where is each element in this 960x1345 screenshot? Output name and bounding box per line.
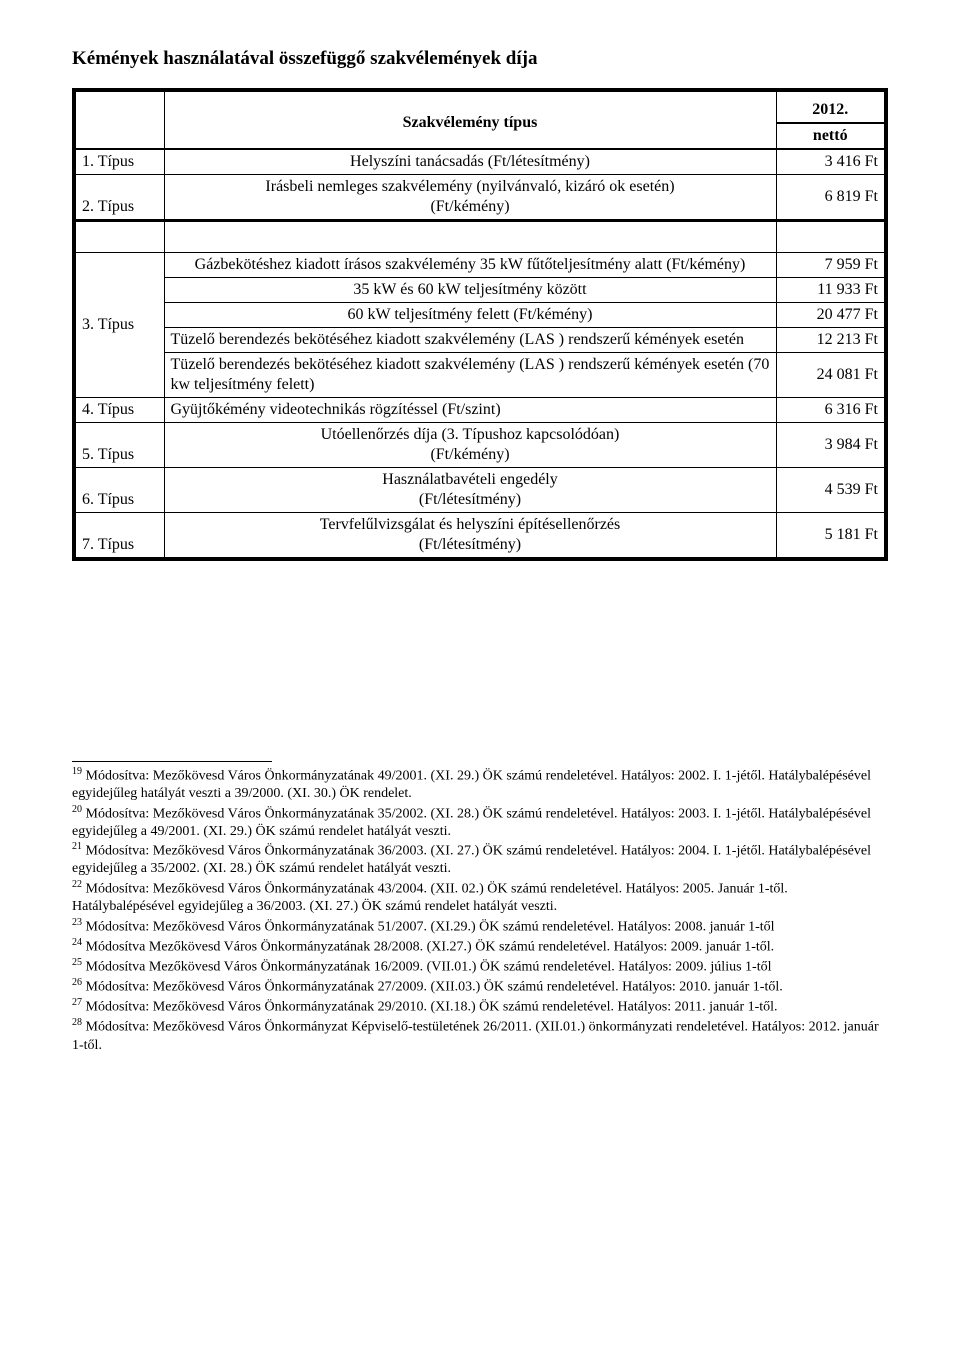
header-netto: nettó xyxy=(776,123,886,149)
footnote-number: 24 xyxy=(72,937,82,948)
row-desc: 35 kW és 60 kW teljesítmény között xyxy=(164,278,776,303)
footnote: 24 Módosítva Mezőkövesd Város Önkormányz… xyxy=(72,937,888,956)
row-value: 3 984 Ft xyxy=(776,423,886,468)
row-type: 1. Típus xyxy=(74,149,164,175)
row-type: 2. Típus xyxy=(74,175,164,221)
row-value: 4 539 Ft xyxy=(776,468,886,513)
table-row: 60 kW teljesítmény felett (Ft/kémény) 20… xyxy=(74,303,886,328)
footnote-number: 21 xyxy=(72,841,82,852)
row-value: 24 081 Ft xyxy=(776,353,886,398)
row-desc: Tüzelő berendezés bekötéséhez kiadott sz… xyxy=(164,353,776,398)
footnote-number: 19 xyxy=(72,766,82,777)
row-desc: Használatbavételi engedély (Ft/létesítmé… xyxy=(164,468,776,513)
table-row: 5. Típus Utóellenőrzés díja (3. Típushoz… xyxy=(74,423,886,468)
header-type: Szakvélemény típus xyxy=(164,90,776,149)
row-desc: Tervfelűlvizsgálat és helyszíni építésel… xyxy=(164,513,776,560)
row-value: 12 213 Ft xyxy=(776,328,886,353)
row-value: 20 477 Ft xyxy=(776,303,886,328)
row-type: 6. Típus xyxy=(74,468,164,513)
row-desc: Gázbekötéshez kiadott írásos szakvélemén… xyxy=(164,253,776,278)
table-row: Tüzelő berendezés bekötéséhez kiadott sz… xyxy=(74,353,886,398)
row-desc: Irásbeli nemleges szakvélemény (nyilvánv… xyxy=(164,175,776,221)
page-title: Kémények használatával összefüggő szakvé… xyxy=(72,48,888,70)
footnote: 26 Módosítva: Mezőkövesd Város Önkormány… xyxy=(72,977,888,996)
table-row: 3. Típus Gázbekötéshez kiadott írásos sz… xyxy=(74,253,886,278)
row-value: 6 316 Ft xyxy=(776,398,886,423)
table-row: Tüzelő berendezés bekötéséhez kiadott sz… xyxy=(74,328,886,353)
footnote-number: 26 xyxy=(72,977,82,988)
footnote: 19 Módosítva: Mezőkövesd Város Önkormány… xyxy=(72,766,888,803)
table-gap xyxy=(74,221,886,253)
row-value: 5 181 Ft xyxy=(776,513,886,560)
header-year: 2012. xyxy=(776,90,886,123)
row-desc: 60 kW teljesítmény felett (Ft/kémény) xyxy=(164,303,776,328)
row-value: 7 959 Ft xyxy=(776,253,886,278)
row-type: 5. Típus xyxy=(74,423,164,468)
row-desc: Helyszíni tanácsadás (Ft/létesítmény) xyxy=(164,149,776,175)
footnote: 22 Módosítva: Mezőkövesd Város Önkormány… xyxy=(72,879,888,916)
footnote: 20 Módosítva: Mezőkövesd Város Önkormány… xyxy=(72,804,888,841)
footnote-number: 27 xyxy=(72,997,82,1008)
footnote: 23 Módosítva: Mezőkövesd Város Önkormány… xyxy=(72,917,888,936)
footnote-number: 28 xyxy=(72,1017,82,1028)
row-type: 4. Típus xyxy=(74,398,164,423)
table-row: 6. Típus Használatbavételi engedély (Ft/… xyxy=(74,468,886,513)
row-desc: Gyüjtőkémény videotechnikás rögzítéssel … xyxy=(164,398,776,423)
footnote-number: 20 xyxy=(72,804,82,815)
row-type: 7. Típus xyxy=(74,513,164,560)
row-desc: Tüzelő berendezés bekötéséhez kiadott sz… xyxy=(164,328,776,353)
footnote: 28 Módosítva: Mezőkövesd Város Önkormány… xyxy=(72,1017,888,1054)
footnotes: 19 Módosítva: Mezőkövesd Város Önkormány… xyxy=(72,766,888,1054)
row-desc: Utóellenőrzés díja (3. Típushoz kapcsoló… xyxy=(164,423,776,468)
table-row: 1. Típus Helyszíni tanácsadás (Ft/létesí… xyxy=(74,149,886,175)
footnote-number: 25 xyxy=(72,957,82,968)
footnote-number: 23 xyxy=(72,917,82,928)
table-row: 7. Típus Tervfelűlvizsgálat és helyszíni… xyxy=(74,513,886,560)
footnotes-separator xyxy=(72,761,272,762)
row-value: 11 933 Ft xyxy=(776,278,886,303)
fee-table: Szakvélemény típus 2012. nettó 1. Típus … xyxy=(72,88,888,561)
table-row: 4. Típus Gyüjtőkémény videotechnikás rög… xyxy=(74,398,886,423)
row-value: 6 819 Ft xyxy=(776,175,886,221)
footnote-number: 22 xyxy=(72,879,82,890)
table-row: 35 kW és 60 kW teljesítmény között 11 93… xyxy=(74,278,886,303)
footnote: 25 Módosítva Mezőkövesd Város Önkormányz… xyxy=(72,957,888,976)
row-value: 3 416 Ft xyxy=(776,149,886,175)
footnote: 21 Módosítva: Mezőkövesd Város Önkormány… xyxy=(72,841,888,878)
row-type: 3. Típus xyxy=(74,253,164,398)
table-row: 2. Típus Irásbeli nemleges szakvélemény … xyxy=(74,175,886,221)
footnote: 27 Módosítva: Mezőkövesd Város Önkormány… xyxy=(72,997,888,1016)
